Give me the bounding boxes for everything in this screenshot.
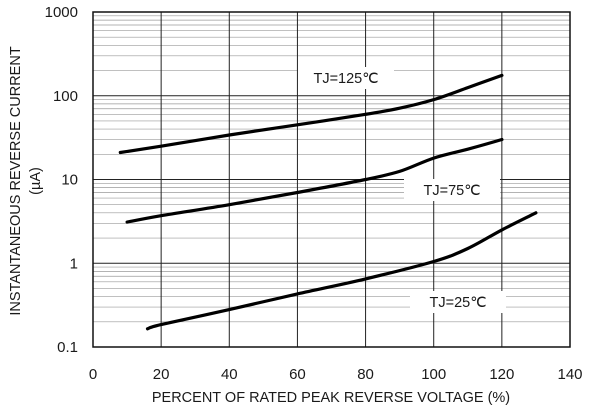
x-tick-label: 140 — [557, 366, 582, 383]
series-curves — [118, 73, 538, 331]
series-line-tj-75 — [125, 137, 504, 224]
x-tick-labels: 0 20 40 60 80 100 120 140 — [89, 366, 583, 383]
series-label-background — [410, 291, 506, 313]
y-tick-label: 1 — [70, 255, 78, 272]
series-label-tj-75: TJ=75℃ — [424, 183, 481, 199]
series-line-tj-125 — [118, 73, 504, 155]
x-tick-label: 40 — [221, 366, 238, 383]
x-tick-label: 80 — [357, 366, 374, 383]
x-tick-label: 60 — [289, 366, 306, 383]
y-tick-label: 10 — [61, 172, 78, 189]
y-axis-title: INSTANTANEOUS REVERSE CURRENT — [8, 46, 24, 315]
y-axis-unit: (µA) — [28, 167, 44, 195]
plot-frame — [92, 11, 571, 348]
x-tick-label: 120 — [489, 366, 514, 383]
series-labels: TJ=125℃ TJ=75℃ TJ=25℃ — [298, 67, 506, 313]
series-label-background — [404, 179, 500, 201]
y-tick-labels: 0.1 1 10 100 1000 — [45, 4, 78, 356]
x-axis-title: PERCENT OF RATED PEAK REVERSE VOLTAGE (%… — [152, 390, 510, 406]
series-label-tj-25: TJ=25℃ — [430, 295, 487, 311]
y-tick-label: 0.1 — [57, 339, 78, 356]
series-label-background — [298, 67, 394, 89]
x-tick-label: 0 — [89, 366, 97, 383]
series-label-tj-125: TJ=125℃ — [313, 71, 378, 87]
series-line-tj-25 — [145, 211, 538, 331]
x-tick-label: 100 — [421, 366, 446, 383]
y-tick-label: 100 — [53, 88, 78, 105]
y-tick-label: 1000 — [45, 4, 78, 21]
x-tick-label: 20 — [153, 366, 170, 383]
